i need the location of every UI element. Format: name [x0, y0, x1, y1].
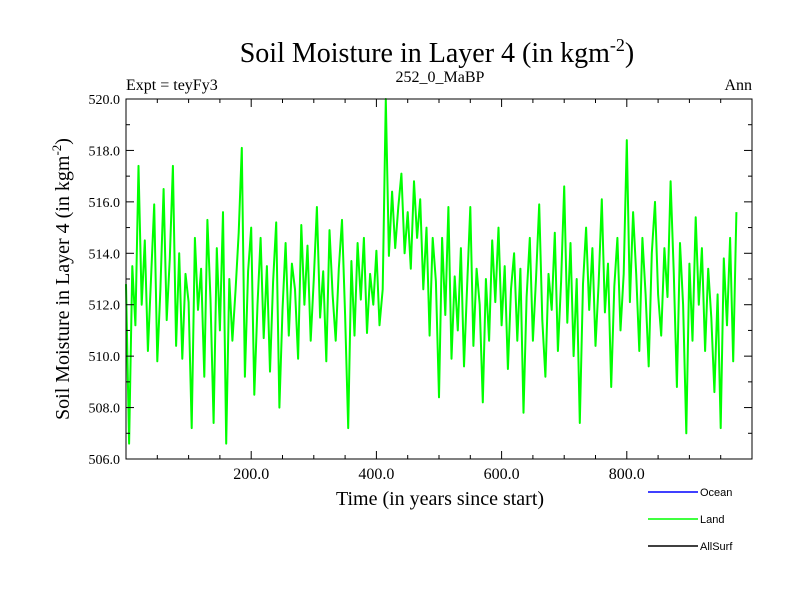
- x-axis-label: Time (in years since start): [336, 488, 544, 510]
- legend-label-land: Land: [700, 514, 724, 526]
- header-center: 252_0_MaBP: [396, 69, 485, 86]
- chart-title-close: ): [625, 38, 634, 69]
- legend: Ocean Land AllSurf: [648, 487, 733, 553]
- y-tick-label-1: 508.0: [89, 402, 121, 417]
- series-layer: [125, 98, 738, 445]
- y-axis-label-close: ): [52, 138, 74, 145]
- y-axis-ticks: 506.0 508.0 510.0 512.0 514.0 516.0 518.0 520.0: [89, 93, 752, 468]
- chart-title-sup: -2: [610, 35, 625, 55]
- y-tick-label-5: 516.0: [89, 196, 121, 211]
- x-tick-label-2: 600.0: [484, 466, 520, 483]
- chart-title: Soil Moisture in Layer 4 (in kgm-2): [240, 35, 635, 69]
- header-right: Ann: [724, 77, 752, 94]
- legend-label-ocean: Ocean: [700, 487, 732, 499]
- legend-entry-allsurf: AllSurf: [648, 541, 733, 553]
- y-tick-label-2: 510.0: [89, 350, 121, 365]
- y-tick-label-7: 520.0: [89, 93, 121, 108]
- y-axis-label-sup: -2: [49, 145, 64, 156]
- y-axis-label: Soil Moisture in Layer 4 (in kgm-2): [49, 138, 74, 420]
- legend-entry-land: Land: [648, 514, 724, 526]
- y-tick-label-6: 518.0: [89, 144, 121, 159]
- chart-title-text: Soil Moisture in Layer 4 (in kgm: [240, 38, 610, 69]
- header-left: Expt = teyFy3: [126, 77, 218, 94]
- y-tick-label-0: 506.0: [89, 453, 121, 468]
- x-tick-label-1: 400.0: [358, 466, 394, 483]
- y-tick-label-3: 512.0: [89, 299, 121, 314]
- y-tick-label-4: 514.0: [89, 247, 121, 262]
- legend-label-allsurf: AllSurf: [700, 541, 733, 553]
- x-axis-ticks: 200.0 400.0 600.0 800.0: [156, 99, 722, 483]
- y-axis-label-text: Soil Moisture in Layer 4 (in kgm: [52, 155, 74, 420]
- plot-area: 200.0 400.0 600.0 800.0 506.0 508.0 510.0 512.…: [89, 93, 753, 483]
- x-tick-label-3: 800.0: [609, 466, 645, 483]
- series-line-land: [125, 98, 738, 445]
- x-tick-label-0: 200.0: [233, 466, 269, 483]
- legend-entry-ocean: Ocean: [648, 487, 732, 499]
